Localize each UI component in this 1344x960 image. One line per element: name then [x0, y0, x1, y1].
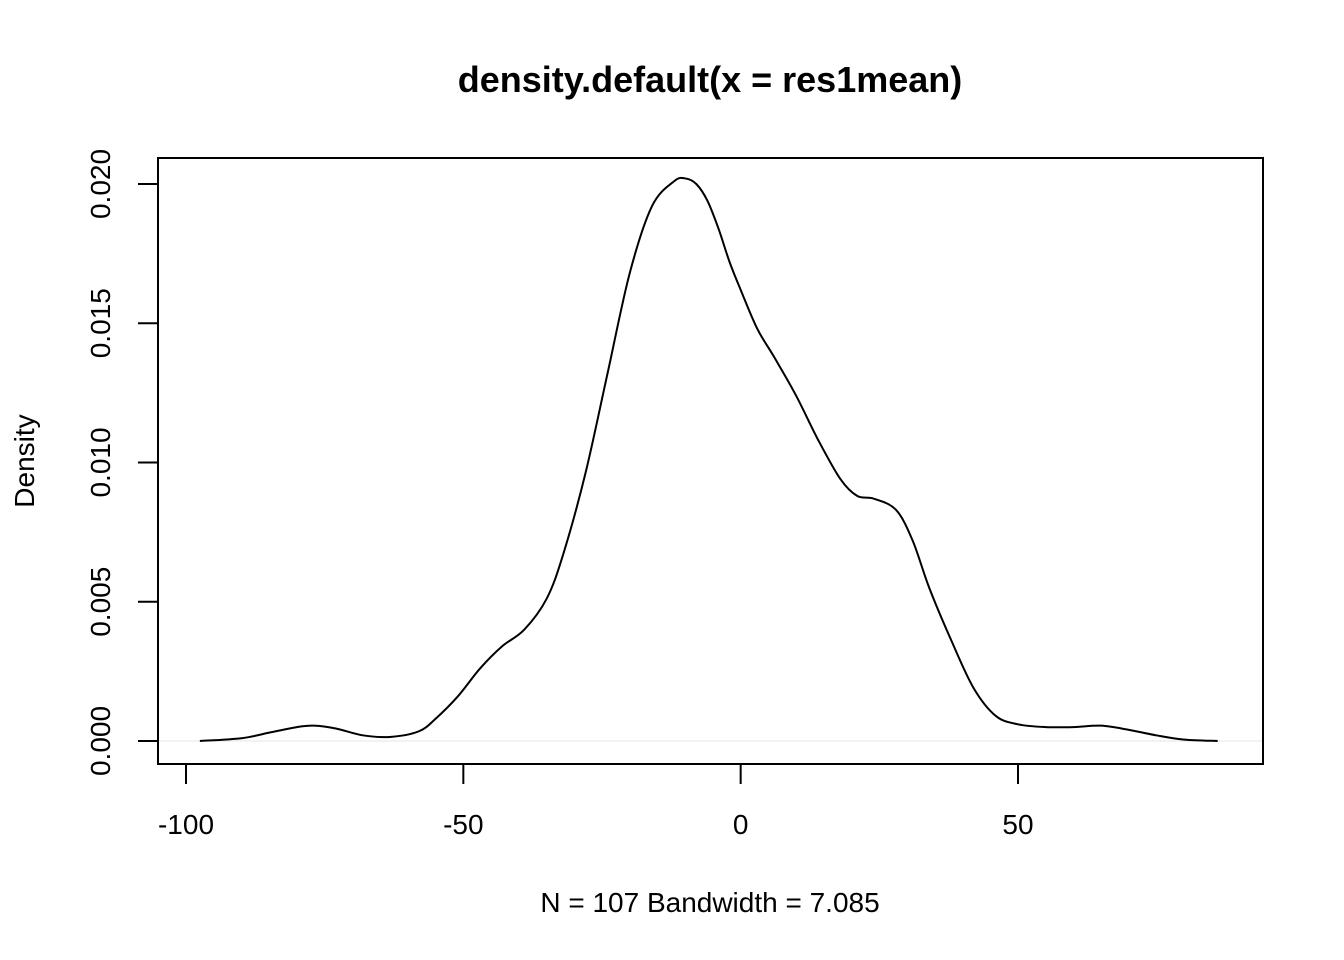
x-tick-label: -100 [158, 809, 214, 840]
x-axis-label: N = 107 Bandwidth = 7.085 [540, 887, 879, 918]
y-tick-label: 0.005 [85, 567, 116, 637]
x-tick-label: -50 [443, 809, 483, 840]
density-series-layer [199, 176, 1218, 742]
density-curve [199, 176, 1218, 742]
y-tick-label: 0.015 [85, 288, 116, 358]
x-tick-label: 0 [733, 809, 749, 840]
x-tick-label: 50 [1002, 809, 1033, 840]
chart-title: density.default(x = res1mean) [458, 59, 963, 100]
plot-box [157, 157, 1264, 765]
y-axis: 0.000 0.005 0.010 0.015 0.020 [85, 149, 159, 776]
x-axis: -100 -50 0 50 [158, 763, 1034, 840]
y-tick-label: 0.010 [85, 427, 116, 497]
y-axis-label: Density [9, 414, 40, 507]
y-tick-label: 0.000 [85, 706, 116, 776]
y-tick-label: 0.020 [85, 149, 116, 219]
